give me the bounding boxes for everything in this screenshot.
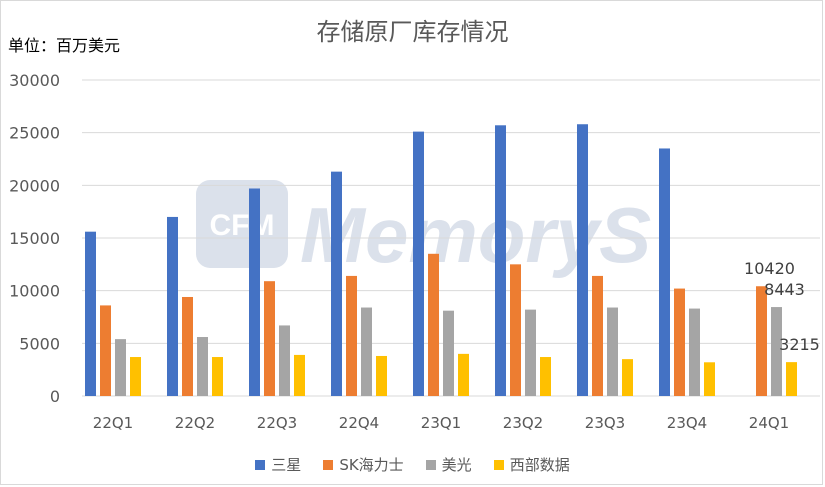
bar	[607, 307, 618, 396]
y-tick-label: 0	[50, 387, 60, 406]
bar	[786, 362, 797, 396]
bar	[510, 264, 521, 396]
x-tick-label: 23Q2	[503, 414, 543, 432]
bar	[376, 355, 387, 396]
bar	[115, 339, 126, 396]
bar	[100, 305, 111, 396]
bar	[361, 307, 372, 396]
y-tick-label: 25000	[9, 124, 60, 143]
bar	[577, 124, 588, 397]
bar	[428, 253, 439, 396]
x-tick-label: 22Q3	[257, 414, 297, 432]
chart-title: 存储原厂库存情况	[316, 18, 509, 46]
x-tick-label: 23Q4	[667, 414, 707, 432]
x-tick-label: 22Q1	[93, 414, 133, 432]
legend-label: SK海力士	[339, 456, 404, 474]
bar	[458, 353, 469, 396]
legend-swatch	[255, 459, 266, 470]
x-tick-label: 23Q3	[585, 414, 625, 432]
x-tick-label: 22Q4	[339, 414, 379, 432]
bar	[592, 275, 603, 396]
bar	[197, 337, 208, 396]
y-tick-label: 5000	[19, 334, 60, 353]
bar	[443, 310, 454, 396]
legend-swatch	[425, 459, 436, 470]
bar	[331, 171, 342, 396]
bar	[659, 148, 670, 396]
bar	[130, 357, 141, 396]
bar	[704, 362, 715, 396]
legend-label: 三星	[271, 456, 302, 474]
legend-item-samsung: 三星	[255, 454, 301, 475]
bar	[182, 296, 193, 396]
bar	[294, 354, 305, 396]
bar	[495, 125, 506, 396]
x-tick-label: 22Q2	[175, 414, 215, 432]
bar	[264, 281, 275, 396]
legend-item-western-digital: 西部数据	[493, 454, 570, 475]
bar	[212, 357, 223, 396]
data-label: 8443	[764, 280, 805, 299]
bar	[756, 286, 767, 396]
bar	[622, 359, 633, 396]
data-label: 3215	[779, 335, 820, 354]
bar	[413, 131, 424, 396]
svg-text:CFM: CFM	[210, 209, 275, 242]
chart-legend: 三星 SK海力士 美光 西部数据	[0, 454, 825, 475]
bar	[249, 188, 260, 396]
svg-text:MemoryS: MemoryS	[300, 191, 651, 279]
x-tick-label: 24Q1	[749, 414, 789, 432]
bar	[689, 308, 700, 396]
unit-label: 单位：百万美元	[8, 36, 121, 55]
legend-label: 美光	[441, 456, 472, 474]
x-tick-label: 23Q1	[421, 414, 461, 432]
data-label: 10420	[744, 259, 795, 278]
y-tick-label: 20000	[9, 176, 60, 195]
bar	[771, 307, 782, 396]
bar	[525, 309, 536, 396]
y-tick-label: 15000	[9, 229, 60, 248]
bar	[674, 288, 685, 396]
bar	[540, 357, 551, 396]
watermark-logo: CFM MemoryS	[196, 180, 651, 279]
bar	[346, 275, 357, 396]
legend-label: 西部数据	[509, 456, 570, 474]
bar	[167, 216, 178, 396]
y-tick-label: 10000	[9, 282, 60, 301]
legend-item-micron: 美光	[425, 454, 472, 475]
y-tick-label: 30000	[9, 71, 60, 90]
bar	[279, 325, 290, 396]
legend-swatch	[493, 459, 504, 470]
legend-swatch	[323, 459, 334, 470]
bar	[85, 231, 96, 396]
legend-item-sk-hynix: SK海力士	[323, 454, 404, 475]
